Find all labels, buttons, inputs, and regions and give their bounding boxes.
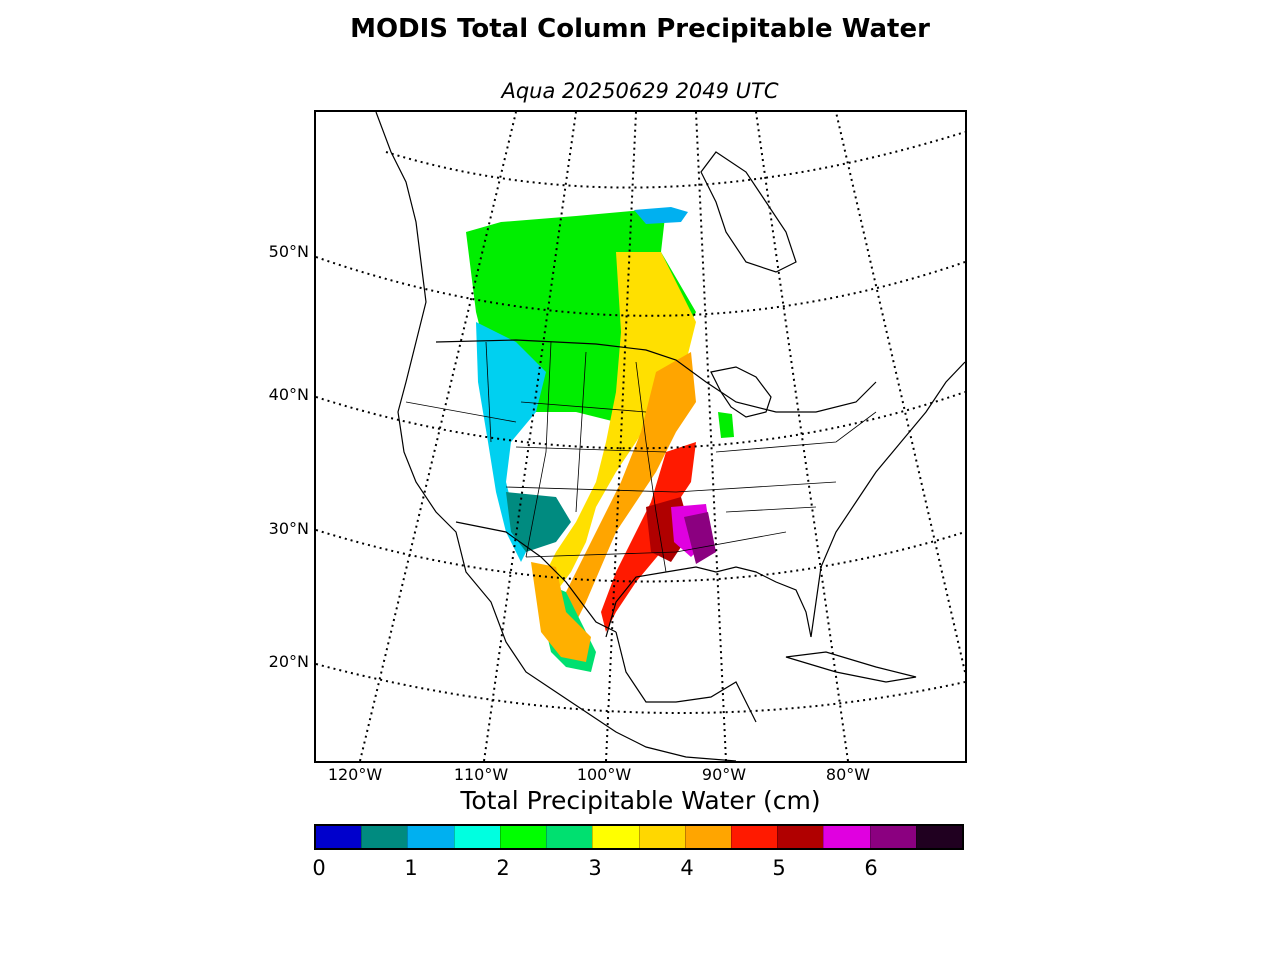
state-line xyxy=(575,351,587,513)
colorbar-swatch xyxy=(730,826,778,848)
parallel-50n xyxy=(316,256,965,317)
swath-orange-band xyxy=(556,352,696,642)
colorbar-swatch xyxy=(592,826,639,848)
parallel-20n xyxy=(316,663,965,714)
swath-red-band xyxy=(601,442,696,632)
state-line xyxy=(485,341,492,443)
lon-label-80w: 80°W xyxy=(825,765,871,784)
lon-label-90w: 90°W xyxy=(701,765,747,784)
hudson-bay xyxy=(700,151,797,273)
parallel-30n xyxy=(316,529,965,583)
meridian-70w xyxy=(835,112,965,673)
colorbar-swatch xyxy=(684,826,731,848)
chart-title: MODIS Total Column Precipitable Water xyxy=(350,14,930,44)
parallel-40n xyxy=(316,391,965,450)
parallel-60n xyxy=(385,131,965,189)
lat-label-20n: 20°N xyxy=(268,652,309,671)
subtitle-text: Aqua 20250629 2049 UTC xyxy=(501,79,779,103)
pacific-coast xyxy=(375,112,737,761)
colorbar-swatch xyxy=(638,826,685,848)
atlantic-coast xyxy=(810,361,965,638)
state-line xyxy=(525,341,552,558)
colorbar-tick-label: 2 xyxy=(496,856,510,880)
meridian-110w xyxy=(483,112,577,761)
meridian-100w xyxy=(605,112,637,761)
map-svg xyxy=(316,112,965,761)
graticule xyxy=(316,112,965,761)
chart-subtitle: Aqua 20250629 2049 UTC xyxy=(0,79,1280,103)
state-line xyxy=(505,481,837,493)
state-line xyxy=(515,446,667,453)
state-line xyxy=(520,401,647,413)
meridian-80w xyxy=(755,112,849,761)
swath-yellow-band xyxy=(541,252,696,592)
colorbar-swatch xyxy=(316,826,362,848)
state-line xyxy=(405,401,517,423)
us-mexico-border xyxy=(455,521,617,633)
swath-orange-south xyxy=(531,562,591,662)
colorbar-swatch xyxy=(361,826,408,848)
swath-teal-sw xyxy=(506,492,571,552)
yucatan-coast xyxy=(615,631,757,723)
state-line xyxy=(725,506,817,513)
state-line xyxy=(635,361,667,573)
lat-label-50n: 50°N xyxy=(268,242,309,261)
colorbar-tick-label: 3 xyxy=(588,856,602,880)
state-line xyxy=(715,411,877,453)
colorbar-swatch xyxy=(777,826,824,848)
colorbar xyxy=(314,824,964,850)
colorbar-swatch xyxy=(407,826,454,848)
colorbar-tick-label: 5 xyxy=(772,856,786,880)
swath-cyan-west xyxy=(476,322,546,562)
meridian-90w xyxy=(695,112,727,761)
colorbar-label: Total Precipitable Water (cm) xyxy=(460,786,821,815)
colorbar-tick-label: 1 xyxy=(404,856,418,880)
us-canada-border xyxy=(435,339,877,413)
colorbar-swatch xyxy=(499,826,547,848)
lat-label-40n: 40°N xyxy=(268,385,309,404)
swath-north-blue-patch xyxy=(634,207,688,224)
swath-purple xyxy=(684,512,716,564)
gulf-coast xyxy=(605,566,812,638)
state-line xyxy=(525,531,787,558)
colorbar-swatch xyxy=(546,826,593,848)
swath-michigan-green xyxy=(718,412,734,438)
lat-label-30n: 30°N xyxy=(268,519,309,538)
colorbar-swatch xyxy=(915,826,963,848)
cuba xyxy=(785,651,917,683)
lon-label-120w: 120°W xyxy=(327,765,383,784)
map-panel xyxy=(314,110,967,763)
great-lakes xyxy=(710,366,772,418)
coastlines xyxy=(375,112,965,761)
colorbar-swatch xyxy=(453,826,500,848)
colorbar-tick-label: 4 xyxy=(680,856,694,880)
colorbar-swatch xyxy=(823,826,870,848)
state-borders xyxy=(405,341,877,573)
colorbar-tick-label: 0 xyxy=(312,856,326,880)
lon-label-100w: 100°W xyxy=(576,765,632,784)
colorbar-tick-label: 6 xyxy=(864,856,878,880)
pw-swath xyxy=(466,207,734,672)
lon-label-110w: 110°W xyxy=(453,765,509,784)
colorbar-swatch xyxy=(869,826,916,848)
